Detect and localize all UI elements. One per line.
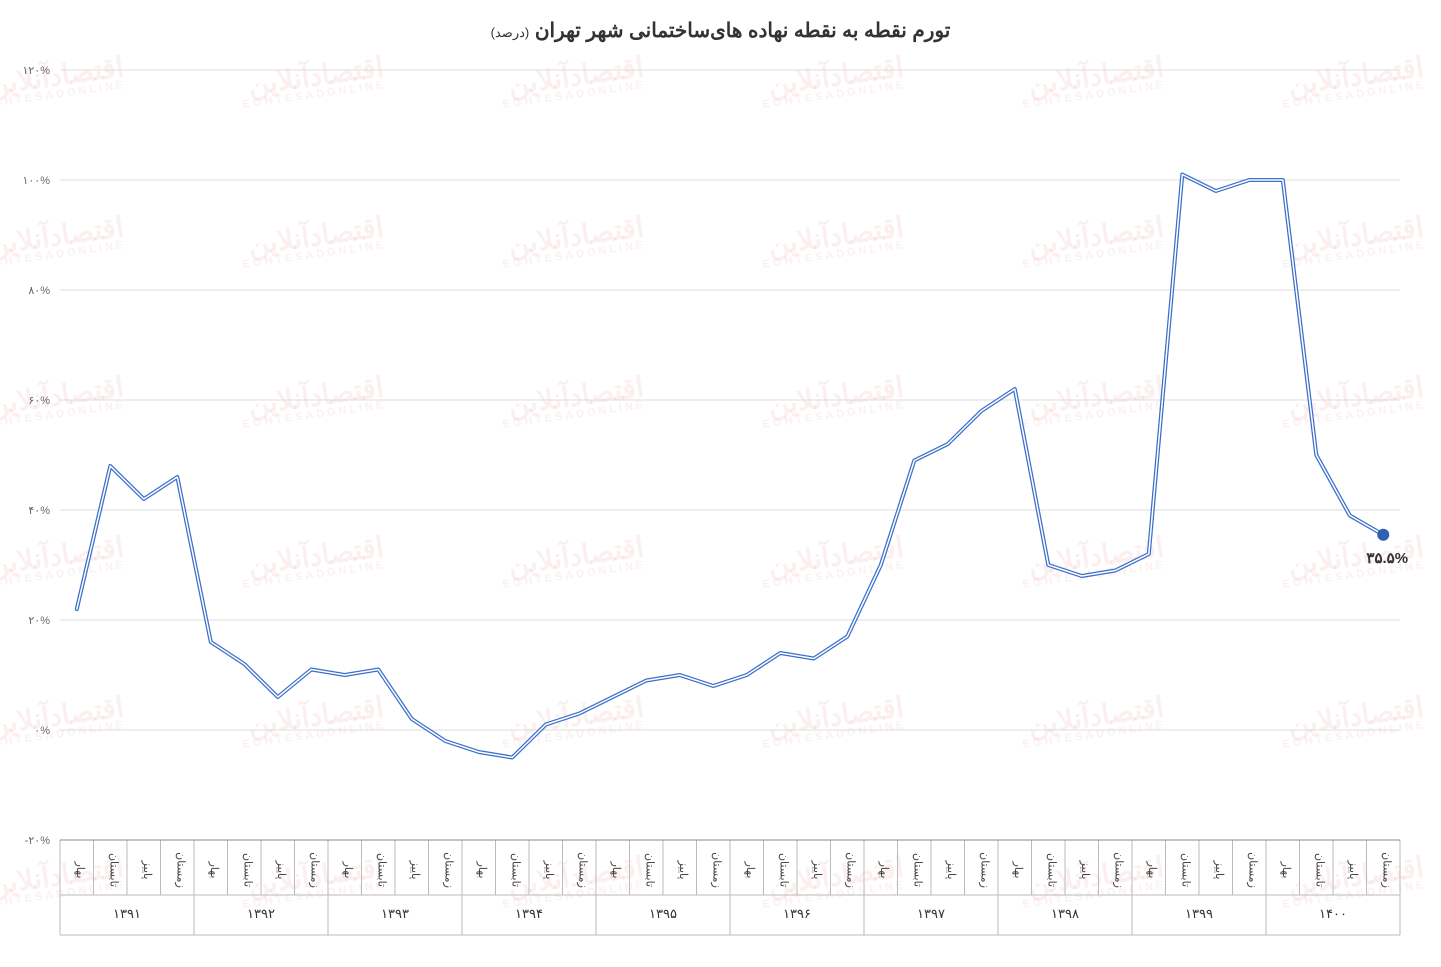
- x-season-label: تابستان: [1045, 853, 1057, 887]
- x-year-label: ۱۳۹۷: [917, 906, 945, 921]
- x-season-label: تابستان: [777, 853, 789, 887]
- x-season-label: تابستان: [375, 853, 387, 887]
- x-season-label: تابستان: [1313, 853, 1325, 887]
- x-season-label: پاییز: [1079, 860, 1091, 880]
- x-year-label: ۱۳۹۹: [1185, 906, 1213, 921]
- x-season-label: بهار: [74, 861, 86, 879]
- x-year-label: ۱۴۰۰: [1319, 906, 1347, 921]
- x-season-label: تابستان: [107, 853, 119, 887]
- x-season-label: بهار: [1146, 861, 1158, 879]
- svg-text:۶۰%: ۶۰%: [28, 395, 50, 407]
- x-season-label: پاییز: [141, 860, 153, 880]
- x-season-label: بهار: [878, 861, 890, 879]
- svg-text:۲۰%: ۲۰%: [28, 615, 50, 627]
- x-season-label: پاییز: [945, 860, 957, 880]
- x-season-label: زمستان: [174, 852, 186, 888]
- x-season-label: پاییز: [409, 860, 421, 880]
- x-season-label: زمستان: [1246, 852, 1258, 888]
- x-season-label: بهار: [476, 861, 488, 879]
- x-season-label: پاییز: [543, 860, 555, 880]
- x-year-label: ۱۳۹۶: [783, 906, 811, 921]
- x-year-label: ۱۳۹۲: [247, 906, 275, 921]
- x-season-label: پاییز: [275, 860, 287, 880]
- x-season-label: زمستان: [1380, 852, 1392, 888]
- x-season-label: تابستان: [643, 853, 655, 887]
- x-season-label: بهار: [744, 861, 756, 879]
- svg-text:۰%: ۰%: [34, 725, 50, 737]
- data-line: [77, 175, 1384, 758]
- x-year-label: ۱۳۹۴: [515, 906, 543, 921]
- last-point-marker: [1377, 529, 1389, 541]
- svg-text:۸۰%: ۸۰%: [28, 285, 50, 297]
- x-season-label: بهار: [610, 861, 622, 879]
- x-season-label: زمستان: [710, 852, 722, 888]
- x-season-label: تابستان: [1179, 853, 1191, 887]
- line-chart: -۲۰% ۰% ۲۰% ۴۰% ۶۰% ۸۰% ۱۰۰% ۱۲۰% بهار تابستان پای…: [0, 0, 1441, 967]
- x-season-label: زمستان: [442, 852, 454, 888]
- x-season-label: بهار: [208, 861, 220, 879]
- x-season-label: پاییز: [677, 860, 689, 880]
- x-season-label: پاییز: [1347, 860, 1359, 880]
- svg-text:۱۰۰%: ۱۰۰%: [22, 175, 50, 187]
- x-year-label: ۱۳۹۸: [1051, 906, 1079, 921]
- x-season-label: بهار: [1012, 861, 1024, 879]
- x-season-label: تابستان: [911, 853, 923, 887]
- chart-container: تورم نقطه به نقطه نهاده های‌ساختمانی شهر…: [0, 0, 1441, 967]
- x-year-label: ۱۳۹۳: [381, 906, 409, 921]
- x-season-label: تابستان: [509, 853, 521, 887]
- x-season-label: بهار: [342, 861, 354, 879]
- x-season-label: زمستان: [308, 852, 320, 888]
- x-season-label: بهار: [1280, 861, 1292, 879]
- x-season-label: تابستان: [241, 853, 253, 887]
- svg-text:-۲۰%: -۲۰%: [25, 835, 50, 847]
- x-season-label: پاییز: [1213, 860, 1225, 880]
- svg-text:۱۲۰%: ۱۲۰%: [22, 65, 50, 77]
- x-season-label: پاییز: [811, 860, 823, 880]
- x-season-label: زمستان: [978, 852, 990, 888]
- x-year-label: ۱۳۹۵: [649, 906, 677, 921]
- x-year-label: ۱۳۹۱: [113, 906, 141, 921]
- x-season-label: زمستان: [576, 852, 588, 888]
- svg-text:۴۰%: ۴۰%: [28, 505, 50, 517]
- x-season-label: زمستان: [1112, 852, 1124, 888]
- x-season-label: زمستان: [844, 852, 856, 888]
- last-point-label: ۳۵.۵%: [1366, 550, 1408, 567]
